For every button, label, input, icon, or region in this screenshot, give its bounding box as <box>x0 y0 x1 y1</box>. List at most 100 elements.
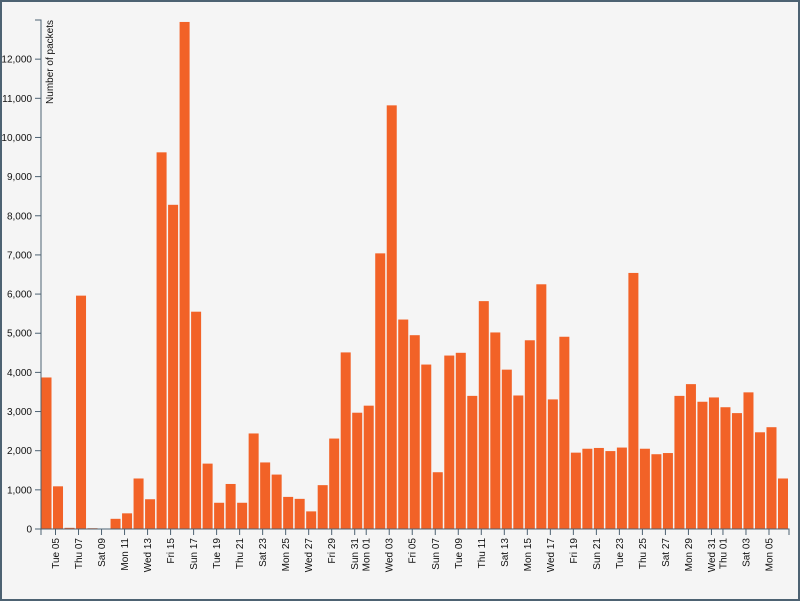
x-tick-label: Thu 21 <box>235 538 246 570</box>
bar <box>478 301 489 529</box>
bar <box>41 377 52 529</box>
y-tick-label: 12,000 <box>1 55 32 66</box>
bar <box>352 412 363 529</box>
bar <box>306 511 317 529</box>
bar <box>398 319 409 529</box>
x-tick-label: Sat 27 <box>661 538 672 567</box>
bar <box>501 369 512 529</box>
y-axis-line <box>35 19 42 530</box>
x-tick-label: Sun 17 <box>189 538 200 570</box>
bar <box>674 395 685 529</box>
x-tick-label: Tue 23 <box>615 538 626 569</box>
bar <box>570 452 581 529</box>
bar <box>628 272 639 529</box>
bar <box>582 448 593 529</box>
y-tick-label: 7,000 <box>7 250 32 261</box>
bar <box>122 513 133 529</box>
x-tick-label: Mon 11 <box>120 538 131 571</box>
x-tick-label: Mon 01 <box>362 538 373 572</box>
bar <box>110 518 121 529</box>
x-tick-label: Tue 19 <box>212 538 223 569</box>
x-tick-label: Wed 17 <box>546 538 557 573</box>
bar <box>145 499 156 529</box>
x-tick-label: Sat 03 <box>741 538 752 567</box>
x-tick-label: Mon 25 <box>281 538 292 572</box>
x-axis: Tue 05 Thu 07 Sat 09 Mon 11 Wed 13 Fri 15 Sun … <box>40 528 790 573</box>
bar <box>432 472 443 529</box>
bar <box>363 405 374 529</box>
bar <box>156 152 167 529</box>
bar <box>743 392 754 529</box>
x-axis-line <box>40 528 790 535</box>
bar <box>237 502 248 529</box>
bar <box>317 485 328 529</box>
x-tick-label: Thu 25 <box>638 538 649 570</box>
x-tick-label: Sat 09 <box>97 538 108 567</box>
bar <box>329 438 340 529</box>
y-tick-label: 4,000 <box>7 368 32 379</box>
x-tick-label: Fri 29 <box>327 538 338 564</box>
y-tick-label: 8,000 <box>7 211 32 222</box>
bar <box>179 21 190 529</box>
x-tick-label: Tue 05 <box>51 538 62 569</box>
x-tick-label: Sun 21 <box>592 538 603 570</box>
bar <box>214 502 225 529</box>
bar <box>524 340 535 529</box>
bar <box>248 433 259 529</box>
bar <box>639 448 650 529</box>
bar <box>547 399 558 529</box>
x-tick-label: Mon 05 <box>764 538 775 572</box>
x-tick-label: Thu 01 <box>718 538 729 570</box>
bar <box>375 253 386 529</box>
bar <box>766 427 777 529</box>
bar <box>662 453 673 529</box>
x-tick-label: Sun 31 <box>350 538 361 570</box>
x-tick-label: Tue 09 <box>454 538 465 569</box>
bar <box>467 395 478 529</box>
x-tick-label: Sun 07 <box>431 538 442 570</box>
y-tick-label: 6,000 <box>7 290 32 301</box>
y-tick-label: 2,000 <box>7 446 32 457</box>
bar <box>616 447 627 529</box>
bar <box>455 352 466 529</box>
x-tick-label: Wed 27 <box>304 538 315 573</box>
bar <box>605 451 616 529</box>
bar <box>260 462 271 529</box>
bar <box>386 105 397 530</box>
bar <box>720 407 731 529</box>
y-axis-label: Number of packets <box>45 20 56 104</box>
x-tick-label: Sat 23 <box>258 538 269 567</box>
y-tick-label: 3,000 <box>7 407 32 418</box>
x-tick-label: Wed 13 <box>143 538 154 573</box>
y-tick-label: 10,000 <box>1 133 32 144</box>
bar <box>708 397 719 529</box>
bar <box>559 336 570 529</box>
bar <box>421 364 432 529</box>
bar <box>754 432 765 529</box>
bar <box>490 332 501 529</box>
bar <box>168 204 179 529</box>
x-tick-label: Thu 07 <box>74 538 85 570</box>
y-axis: 0 1,000 2,000 3,000 4,000 5,000 6,000 7,000 8,00… <box>1 19 42 536</box>
y-tick-label: 5,000 <box>7 329 32 340</box>
bar <box>340 352 351 529</box>
x-tick-label: Fri 05 <box>408 538 419 564</box>
x-tick-label: Mon 29 <box>684 538 695 572</box>
x-tick-label: Thu 11 <box>477 538 488 569</box>
y-tick-label: 11,000 <box>2 94 32 105</box>
bar <box>513 395 524 529</box>
bar <box>697 401 708 529</box>
y-tick-label: 1,000 <box>7 485 32 496</box>
bar <box>444 355 455 529</box>
x-tick-label: Wed 31 <box>707 538 718 573</box>
x-tick-label: Fri 15 <box>166 538 177 564</box>
bar <box>593 447 604 529</box>
bar <box>76 295 87 529</box>
bar <box>53 486 64 529</box>
bar <box>133 478 144 529</box>
bar <box>64 527 75 529</box>
bar <box>225 483 236 529</box>
x-tick-label: Mon 15 <box>523 538 534 572</box>
x-tick-label: Fri 19 <box>569 538 580 564</box>
